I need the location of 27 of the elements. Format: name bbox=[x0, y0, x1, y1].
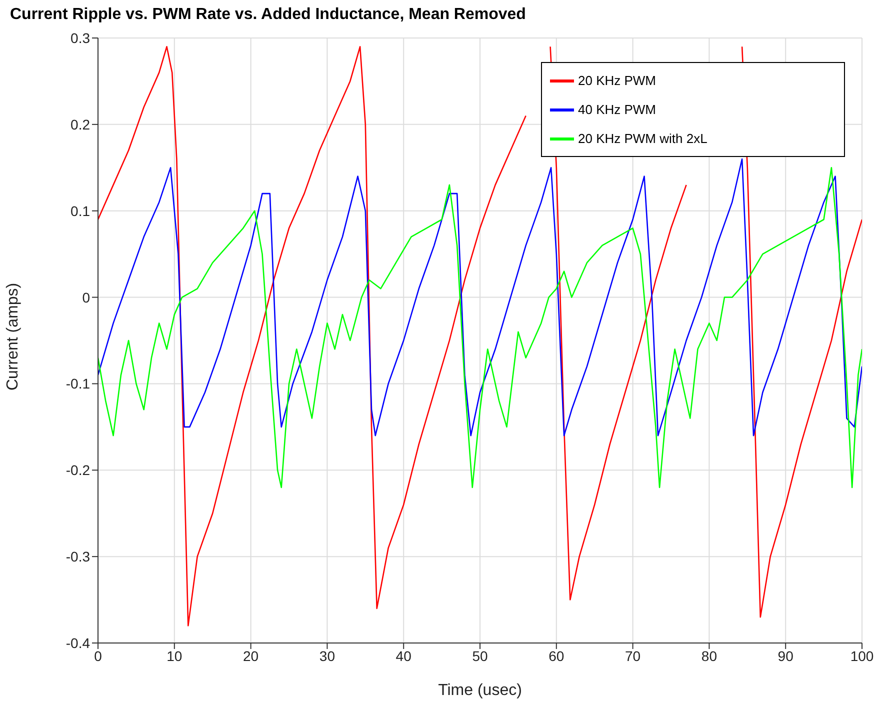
x-tick-label: 40 bbox=[396, 648, 412, 664]
y-axis-title: Current (amps) bbox=[4, 282, 22, 390]
line-series bbox=[98, 158, 862, 436]
x-axis-title: Time (usec) bbox=[438, 682, 522, 699]
legend-label: 40 KHz PWM bbox=[578, 102, 656, 116]
y-tick-label: -0.1 bbox=[66, 376, 90, 392]
y-tick-label: -0.3 bbox=[66, 548, 90, 565]
x-tick-label: 20 bbox=[243, 648, 259, 664]
x-tick-label: 80 bbox=[701, 648, 718, 664]
x-tick-label: 60 bbox=[548, 648, 564, 664]
y-tick-label: -0.2 bbox=[66, 462, 90, 478]
y-tick-label: 0 bbox=[82, 289, 90, 306]
y-tick-label: 0.1 bbox=[70, 202, 90, 219]
y-tick-label: 0.2 bbox=[70, 116, 90, 132]
x-tick-label: 10 bbox=[166, 648, 182, 664]
line-series bbox=[98, 166, 862, 488]
x-tick-label: 90 bbox=[778, 648, 794, 664]
legend-label: 20 KHz PWM with 2xL bbox=[578, 130, 708, 146]
chart-title: Current Ripple vs. PWM Rate vs. Added Inductance, Mean Removed bbox=[10, 6, 526, 24]
y-tick-label: 0.3 bbox=[70, 30, 90, 46]
x-tick-label: 0 bbox=[94, 648, 102, 664]
x-tick-label: 70 bbox=[625, 648, 641, 664]
x-tick-label: 50 bbox=[472, 648, 488, 664]
legend-label: 20 KHz PWM bbox=[578, 72, 656, 88]
x-tick-label: 30 bbox=[319, 648, 336, 664]
x-tick-label: 100 bbox=[850, 648, 874, 664]
y-tick-label: -0.4 bbox=[66, 634, 90, 651]
